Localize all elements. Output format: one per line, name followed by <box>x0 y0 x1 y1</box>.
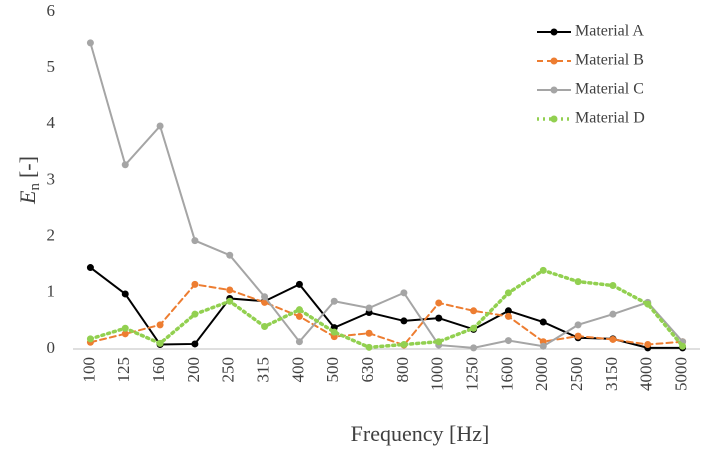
x-tick-label: 800 <box>393 357 412 383</box>
y-label-symbol: E <box>15 190 40 205</box>
legend-marker <box>550 57 558 65</box>
data-point <box>156 321 164 329</box>
series-line <box>89 41 684 349</box>
x-tick-label: 4000 <box>637 357 656 391</box>
series-line <box>88 268 685 350</box>
data-point <box>609 310 617 318</box>
data-point <box>365 329 373 337</box>
data-point <box>295 280 303 288</box>
x-tick-label: 1000 <box>428 357 447 391</box>
data-point <box>539 266 547 274</box>
legend-marker <box>550 28 558 36</box>
data-point <box>86 39 94 47</box>
y-tick-label: 5 <box>47 57 56 76</box>
x-tick-label: 1250 <box>462 357 481 391</box>
series-line <box>89 266 684 349</box>
data-point <box>295 312 303 320</box>
data-point <box>609 335 617 343</box>
data-point <box>295 338 303 346</box>
data-point <box>121 290 129 298</box>
data-point <box>504 312 512 320</box>
data-point <box>435 299 443 307</box>
y-tick-label: 3 <box>47 169 56 188</box>
legend-marker <box>550 86 558 94</box>
y-tick-label: 2 <box>47 226 56 245</box>
data-point <box>156 339 164 347</box>
legend-label: Material C <box>575 81 644 98</box>
data-point <box>574 332 582 340</box>
data-point <box>121 161 129 169</box>
x-tick-label: 400 <box>288 357 307 383</box>
data-point <box>121 330 129 338</box>
data-point <box>400 289 408 297</box>
data-point <box>365 343 373 351</box>
y-tick-label: 4 <box>47 113 56 132</box>
y-tick-label: 0 <box>47 338 56 357</box>
x-tick-label: 250 <box>219 357 238 383</box>
legend-label: Material A <box>575 23 644 40</box>
x-tick-label: 315 <box>253 357 272 383</box>
data-point <box>295 306 303 314</box>
x-tick-label: 3150 <box>602 357 621 391</box>
data-point <box>504 307 512 315</box>
x-tick-label: 200 <box>184 357 203 383</box>
x-tick-label: 500 <box>323 357 342 383</box>
y-tick-label: 6 <box>47 1 56 20</box>
data-point <box>191 237 199 245</box>
data-point <box>191 340 199 348</box>
data-point <box>539 342 547 350</box>
data-point <box>644 300 652 308</box>
data-point <box>609 282 617 290</box>
x-tick-label: 125 <box>114 357 133 383</box>
data-point <box>261 323 269 331</box>
data-point <box>574 278 582 286</box>
x-tick-label: 100 <box>79 357 98 383</box>
x-tick-label: 5000 <box>671 357 690 391</box>
data-point <box>226 286 234 294</box>
data-point <box>330 297 338 305</box>
x-tick-label: 1600 <box>497 357 516 391</box>
x-tick-label: 2500 <box>567 357 586 391</box>
x-tick-label: 160 <box>149 357 168 383</box>
data-point <box>435 338 443 346</box>
data-point <box>400 341 408 349</box>
series-line <box>89 283 684 347</box>
y-label-subscript: n <box>27 183 43 191</box>
data-point <box>226 251 234 259</box>
data-point <box>191 280 199 288</box>
data-point <box>330 328 338 336</box>
data-point <box>470 344 478 352</box>
data-point <box>574 321 582 329</box>
y-axis-label: En [-] <box>15 156 43 205</box>
data-point <box>504 289 512 297</box>
legend-label: Material B <box>575 52 644 69</box>
x-tick-label: 2000 <box>532 357 551 391</box>
legend-marker <box>550 115 558 123</box>
data-point <box>435 314 443 322</box>
data-point <box>470 324 478 332</box>
data-point <box>679 342 687 350</box>
data-point <box>644 341 652 349</box>
data-point <box>261 293 269 301</box>
data-point <box>400 317 408 325</box>
data-point <box>470 307 478 315</box>
y-label-unit: [-] <box>15 156 40 178</box>
data-point <box>86 264 94 272</box>
data-point <box>191 310 199 318</box>
y-tick-label: 1 <box>47 282 56 301</box>
data-point <box>156 122 164 130</box>
data-point <box>504 337 512 345</box>
data-point <box>86 335 94 343</box>
data-point <box>365 304 373 312</box>
data-point <box>121 324 129 332</box>
data-point <box>226 297 234 305</box>
x-tick-label: 630 <box>358 357 377 383</box>
legend-label: Material D <box>575 110 645 127</box>
x-axis-label: Frequency [Hz] <box>351 421 490 446</box>
data-point <box>539 318 547 326</box>
